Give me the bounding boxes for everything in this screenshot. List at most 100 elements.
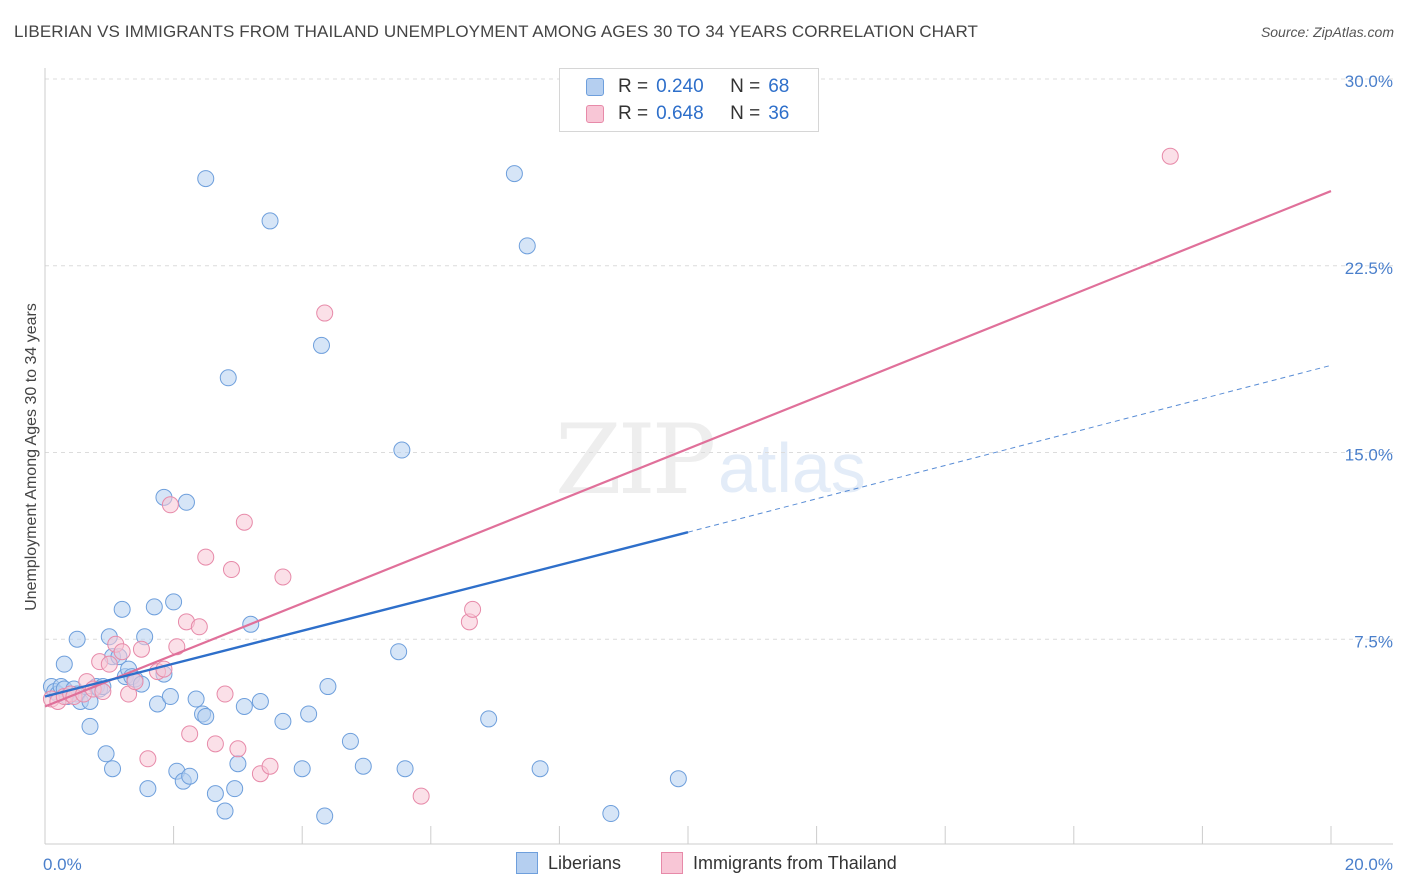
point-liberians	[390, 643, 408, 661]
point-thailand	[113, 643, 131, 661]
point-liberians	[531, 760, 549, 778]
point-liberians	[97, 745, 115, 763]
trendline-liberians	[44, 531, 689, 698]
point-liberians	[393, 441, 411, 459]
point-thailand	[316, 304, 334, 322]
tick-labels: 7.5% 15.0% 22.5% 30.0% 0.0% 20.0%	[43, 72, 1393, 874]
point-liberians	[518, 237, 536, 255]
legend-row-liberians: R = 0.240 N = 68	[586, 74, 789, 100]
point-liberians	[149, 695, 167, 713]
point-liberians	[187, 690, 205, 708]
point-liberians	[251, 693, 269, 710]
point-thailand	[139, 750, 157, 768]
point-liberians	[139, 780, 157, 798]
legend-label-liberians: Liberians	[548, 852, 622, 873]
point-thailand	[1161, 147, 1179, 165]
y-tick-label: 30.0%	[1345, 72, 1393, 91]
legend-r-value: 0.648	[656, 103, 704, 124]
point-liberians	[274, 712, 292, 730]
point-liberians	[197, 170, 215, 188]
point-thailand	[100, 655, 118, 673]
point-liberians	[293, 760, 311, 778]
watermark-atlas: atlas	[718, 429, 866, 507]
point-thailand	[197, 548, 215, 566]
trendline-liberians-extrapolated	[687, 364, 1332, 533]
point-thailand	[229, 740, 247, 758]
legend-r-value: 0.240	[656, 76, 704, 97]
x-tick-label: 0.0%	[43, 855, 82, 874]
point-thailand	[412, 787, 430, 805]
point-liberians	[229, 755, 247, 773]
source-label: Source: ZipAtlas.com	[1260, 24, 1394, 40]
grid-lines	[45, 78, 1393, 640]
x-tick-label: 20.0%	[1345, 855, 1393, 874]
point-thailand	[216, 685, 234, 703]
point-liberians	[480, 710, 498, 728]
series-liberians	[42, 165, 687, 825]
series-thailand	[42, 147, 1179, 805]
point-liberians	[113, 600, 131, 618]
point-liberians	[145, 598, 163, 616]
point-liberians	[104, 760, 122, 778]
legend-n-label: N =	[730, 76, 761, 97]
point-liberians	[81, 717, 99, 735]
point-thailand	[132, 640, 150, 658]
trendlines	[44, 190, 1332, 708]
y-tick-label: 7.5%	[1354, 632, 1393, 651]
point-thailand	[222, 561, 240, 579]
point-liberians	[226, 780, 244, 798]
point-liberians	[165, 593, 183, 611]
legend-swatch-pink	[586, 105, 604, 123]
point-liberians	[312, 336, 330, 354]
watermark-zip: ZIP	[555, 404, 716, 516]
y-tick-label: 22.5%	[1345, 259, 1393, 278]
point-liberians	[197, 707, 215, 725]
point-thailand	[190, 618, 208, 636]
legend-n-value: 68	[768, 76, 790, 97]
trendline-thailand	[44, 190, 1332, 708]
point-liberians	[261, 212, 279, 230]
point-thailand	[261, 757, 279, 775]
point-liberians	[55, 655, 73, 673]
y-tick-label: 15.0%	[1345, 446, 1393, 465]
legend-n-label: N =	[730, 103, 761, 124]
point-liberians	[181, 767, 199, 785]
legend-item-thailand[interactable]: Immigrants from Thailand	[661, 852, 897, 874]
point-liberians	[235, 697, 253, 715]
point-liberians	[319, 678, 337, 696]
correlation-legend: R = 0.240 N = 68 R = 0.648 N = 36	[559, 68, 819, 132]
point-liberians	[669, 770, 687, 788]
legend-swatch-thailand	[661, 852, 683, 874]
point-liberians	[316, 807, 334, 825]
point-thailand	[274, 568, 292, 586]
point-thailand	[464, 600, 482, 618]
point-liberians	[161, 688, 179, 706]
point-liberians	[216, 802, 234, 820]
point-liberians	[177, 493, 195, 511]
point-liberians	[300, 705, 318, 723]
point-liberians	[219, 369, 237, 387]
point-thailand	[161, 496, 179, 514]
point-liberians	[341, 732, 359, 750]
point-liberians	[68, 630, 86, 648]
point-liberians	[206, 785, 224, 803]
point-liberians	[505, 165, 523, 183]
chart-title: LIBERIAN VS IMMIGRANTS FROM THAILAND UNE…	[14, 22, 979, 41]
series-legend: Liberians Immigrants from Thailand	[0, 852, 1406, 876]
point-thailand	[181, 725, 199, 743]
legend-swatch-blue	[586, 78, 604, 96]
legend-swatch-liberians	[516, 852, 538, 874]
legend-n-value: 36	[768, 103, 790, 124]
point-liberians	[354, 757, 372, 775]
legend-row-thailand: R = 0.648 N = 36	[586, 101, 789, 127]
legend-label-thailand: Immigrants from Thailand	[693, 852, 897, 873]
point-liberians	[602, 805, 620, 823]
point-thailand	[206, 735, 224, 753]
point-thailand	[235, 513, 253, 531]
legend-item-liberians[interactable]: Liberians	[516, 852, 621, 874]
point-liberians	[396, 760, 414, 778]
legend-r-label: R =	[618, 103, 649, 124]
axes	[44, 68, 1393, 845]
legend-r-label: R =	[618, 76, 649, 97]
